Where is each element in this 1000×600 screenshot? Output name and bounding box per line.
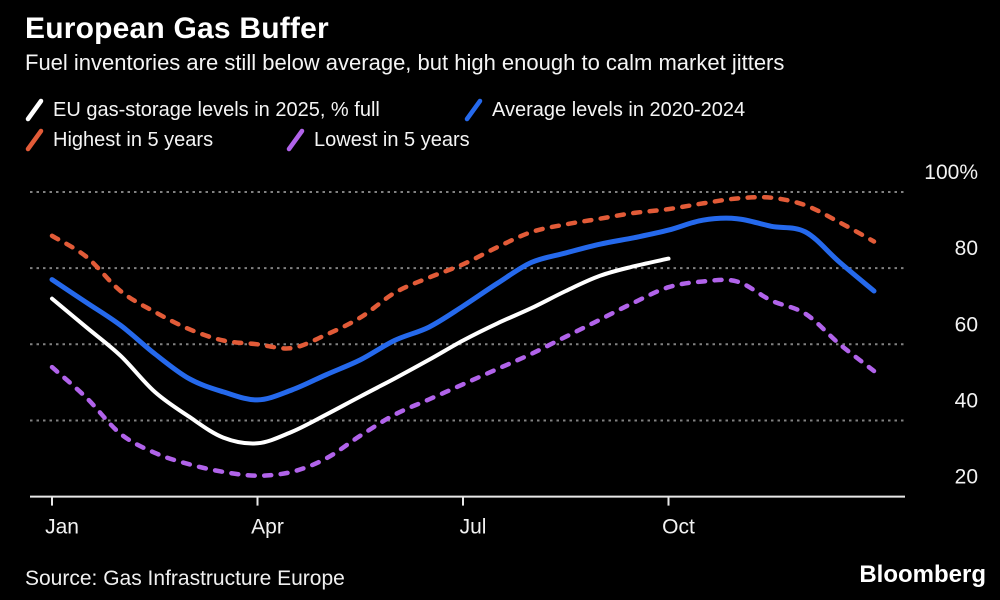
x-axis-label: Oct xyxy=(662,516,695,539)
legend-item-2025-levels: EU gas-storage levels in 2025, % full xyxy=(25,96,380,124)
legend-item-average-levels: Average levels in 2020-2024 xyxy=(464,96,745,124)
x-axis-label: Jul xyxy=(460,516,487,539)
y-axis-label: 100% xyxy=(924,161,978,184)
x-axis-label: Jan xyxy=(45,516,79,539)
y-axis-label: 40 xyxy=(955,389,978,412)
series-path xyxy=(50,256,671,446)
source-credit: Source: Gas Infrastructure Europe xyxy=(25,567,345,590)
x-axis-label: Apr xyxy=(251,516,284,539)
purple-slash-swatch-icon xyxy=(286,127,306,153)
orange-slash-swatch-icon xyxy=(25,127,45,153)
white-slash-swatch-icon xyxy=(25,97,45,123)
page-title: European Gas Buffer xyxy=(25,12,329,45)
chart-subtitle: Fuel inventories are still below average… xyxy=(25,50,785,75)
legend-item-highest-5y: Highest in 5 years xyxy=(25,126,213,154)
gas-storage-line-chart: 20 40 60 80 100% Jan Apr Jul Oct xyxy=(30,161,978,539)
series-path xyxy=(49,215,877,403)
y-axis-label: 80 xyxy=(955,237,978,260)
y-axis-label: 60 xyxy=(955,313,978,336)
legend-label: EU gas-storage levels in 2025, % full xyxy=(53,98,380,121)
legend-label: Lowest in 5 years xyxy=(314,128,470,151)
legend-label: Average levels in 2020-2024 xyxy=(492,98,746,121)
series-path xyxy=(49,277,877,478)
bloomberg-logo: Bloomberg xyxy=(859,561,986,588)
y-axis-label: 20 xyxy=(955,466,978,489)
series-path xyxy=(49,194,877,351)
legend-label: Highest in 5 years xyxy=(53,128,214,151)
legend-item-lowest-5y: Lowest in 5 years xyxy=(286,126,470,154)
blue-slash-swatch-icon xyxy=(464,97,484,123)
